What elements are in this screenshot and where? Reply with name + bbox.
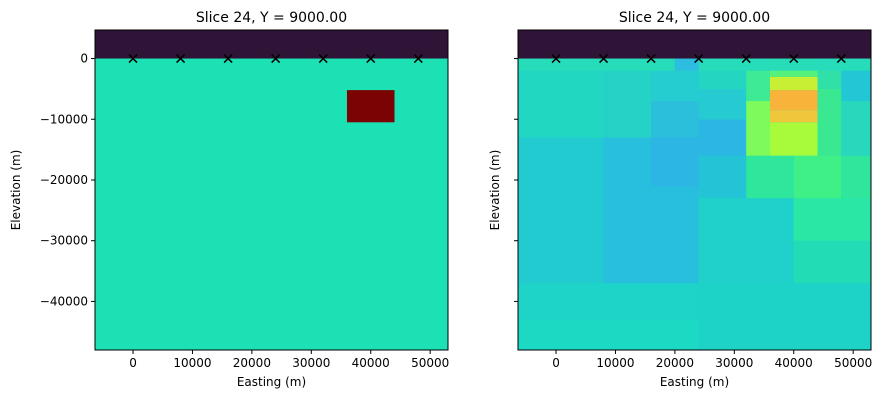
right-station-marker: [599, 54, 609, 64]
left-y-ticks: 0 −10000 −20000 −30000 −40000: [40, 52, 95, 308]
left-y-axis-label: Elevation (m): [9, 150, 23, 231]
left-station-marker: [176, 54, 186, 64]
right-x-tick-label: 50000: [834, 356, 872, 370]
left-y-tick-label: −40000: [40, 294, 88, 308]
left-plot-frame: [94, 29, 449, 351]
left-station-marker: [366, 54, 376, 64]
left-station-marker: [223, 54, 233, 64]
right-station-marker: [836, 54, 846, 64]
right-heatmap-cell: [841, 70, 871, 102]
right-heatmap-cell: [518, 319, 699, 350]
right-heatmap-cell: [769, 76, 818, 91]
right-station-marker: [741, 54, 751, 64]
right-heatmap-cell: [769, 122, 818, 156]
right-chart-title: Slice 24, Y = 9000.00: [619, 10, 770, 26]
right-heatmap-cell: [841, 101, 871, 156]
right-heatmap-cell: [746, 70, 770, 102]
left-y-tick-label: −10000: [40, 112, 88, 126]
left-heatmap-background: [95, 30, 448, 350]
left-station-marker: [413, 54, 423, 64]
right-heatmap-cell: [651, 101, 699, 138]
left-x-tick-label: 30000: [292, 356, 330, 370]
left-x-ticks: 0 10000 20000 30000 40000 50000: [129, 350, 449, 370]
right-heatmap-cell: [518, 30, 871, 59]
right-heatmap-cell: [793, 198, 871, 241]
right-x-ticks: 0 10000 20000 30000 40000 50000: [552, 350, 872, 370]
right-x-tick-label: 0: [552, 356, 560, 370]
left-x-tick-label: 10000: [173, 356, 211, 370]
left-station-marker: [318, 54, 328, 64]
left-y-tick-label: −30000: [40, 234, 88, 248]
right-heatmap-cell: [769, 90, 818, 111]
right-heatmap-cell: [746, 155, 794, 199]
right-heatmap-cell: [746, 101, 770, 156]
left-chart-title: Slice 24, Y = 9000.00: [196, 10, 347, 26]
right-station-marker: [646, 54, 656, 64]
left-station-marker: [271, 54, 281, 64]
left-station-marker: [128, 54, 138, 64]
left-heatmap-cell: [95, 30, 448, 59]
right-heatmap-cell: [651, 70, 699, 102]
right-heatmap-cell: [518, 58, 604, 138]
right-station-markers: [551, 54, 846, 64]
right-heatmap-cell: [698, 70, 747, 89]
left-x-tick-label: 50000: [411, 356, 449, 370]
left-x-axis-label: Easting (m): [237, 375, 306, 389]
right-heatmap-cell: [698, 198, 794, 284]
right-heatmap-cell: [841, 155, 871, 199]
left-station-markers: [128, 54, 423, 64]
left-heatmap-cells: [95, 30, 448, 350]
right-heatmap-cell: [603, 70, 652, 138]
right-heatmap-cell: [817, 88, 842, 156]
right-x-tick-label: 20000: [656, 356, 694, 370]
left-heatmap-panel: 0 10000 20000 30000 40000 50000 0 −10000 −20000…: [9, 10, 449, 389]
right-heatmap-cell: [769, 110, 818, 123]
right-y-axis-label: Elevation (m): [488, 150, 502, 231]
right-heatmap-cell: [651, 137, 699, 187]
left-heatmap-cell: [346, 90, 395, 123]
right-heatmap-cell: [698, 88, 747, 120]
left-x-tick-label: 20000: [233, 356, 271, 370]
right-plot-frame: [517, 29, 872, 351]
right-station-marker: [694, 54, 704, 64]
right-x-axis-label: Easting (m): [660, 375, 729, 389]
right-x-tick-label: 40000: [775, 356, 813, 370]
left-y-tick-label: 0: [80, 52, 88, 66]
right-heatmap-cell: [698, 283, 871, 350]
right-heatmap-cell: [698, 119, 747, 156]
right-heatmap-cell: [518, 137, 604, 284]
left-y-tick-label: −20000: [40, 173, 88, 187]
right-heatmap-cell: [698, 155, 747, 199]
left-x-tick-label: 0: [129, 356, 137, 370]
left-x-tick-label: 40000: [352, 356, 390, 370]
right-station-marker: [789, 54, 799, 64]
right-x-tick-label: 10000: [596, 356, 634, 370]
right-station-marker: [551, 54, 561, 64]
right-heatmap-cell: [674, 58, 699, 71]
right-heatmap-cell: [793, 155, 842, 199]
right-y-ticks: [514, 58, 518, 302]
right-heatmap-panel: 0 10000 20000 30000 40000 50000 Slice 24, Y =…: [488, 10, 872, 389]
right-x-tick-label: 30000: [715, 356, 753, 370]
right-heatmap-cells: [518, 30, 871, 350]
